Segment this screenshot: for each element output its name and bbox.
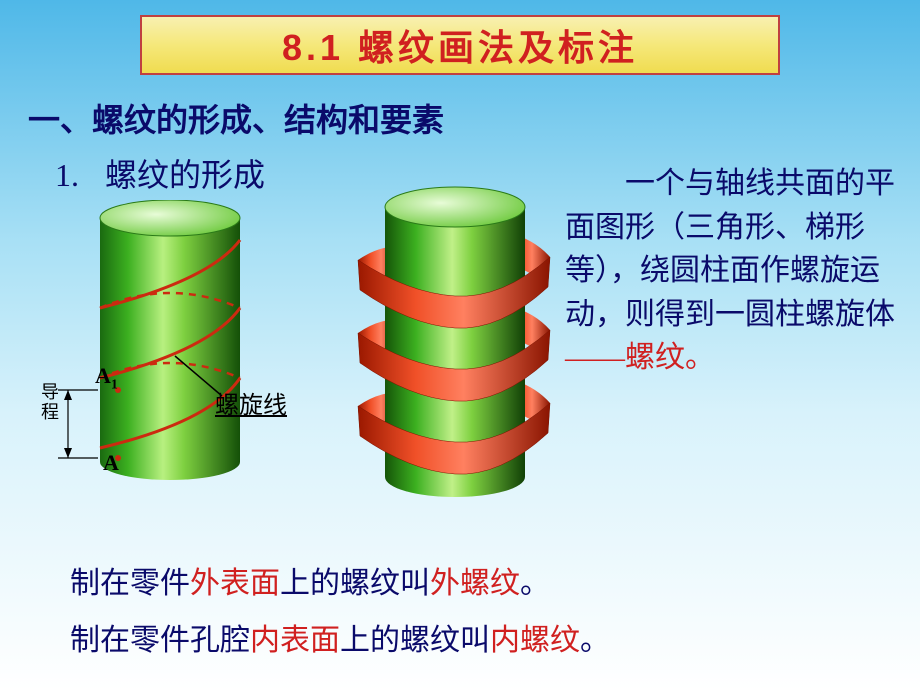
subsection-number: 1. [55, 157, 79, 193]
label-a1-sub: 1 [111, 377, 118, 392]
b2-r1: 内表面 [250, 624, 340, 657]
bottom-definitions: 制在零件外表面上的螺纹叫外螺纹。 制在零件孔腔内表面上的螺纹叫内螺纹。 [70, 555, 610, 669]
subsection-heading: 1. 螺纹的形成 [55, 150, 265, 196]
lead-label-wrap: 导程 [36, 382, 60, 454]
internal-thread-line: 制在零件孔腔内表面上的螺纹叫内螺纹。 [70, 612, 610, 669]
b1-pre: 制在零件 [70, 567, 190, 600]
para-thread: 螺纹。 [625, 341, 715, 374]
b2-end: 。 [580, 624, 610, 657]
b1-mid: 上的螺纹叫 [280, 567, 430, 600]
b1-r2: 外螺纹 [430, 567, 520, 600]
b1-r1: 外表面 [190, 567, 280, 600]
section-heading: 一、螺纹的形成、结构和要素 [28, 95, 444, 141]
label-a1-main: A [95, 363, 111, 388]
helix-line-label: 螺旋线 [215, 385, 287, 420]
b1-end: 。 [520, 567, 550, 600]
para-pre: 一个与轴线共面的平面图形（三角形、梯形等），绕圆柱面作螺旋运动，则得到一圆柱螺旋… [565, 167, 895, 331]
description-paragraph: 一个与轴线共面的平面图形（三角形、梯形等），绕圆柱面作螺旋运动，则得到一圆柱螺旋… [565, 162, 905, 380]
label-a1: A1 [95, 363, 118, 393]
title-text: 8.1 螺纹画法及标注 [282, 19, 638, 71]
subsection-text: 螺纹的形成 [105, 157, 265, 193]
label-a: A [103, 450, 119, 476]
para-dash: —— [565, 341, 625, 374]
b2-r2: 内螺纹 [490, 624, 580, 657]
lead-label: 导程 [36, 382, 62, 422]
external-thread-line: 制在零件外表面上的螺纹叫外螺纹。 [70, 555, 610, 612]
cylinder-thread-diagram [350, 185, 560, 505]
b2-mid: 上的螺纹叫 [340, 624, 490, 657]
title-box: 8.1 螺纹画法及标注 [140, 15, 780, 75]
b2-pre: 制在零件孔腔 [70, 624, 250, 657]
